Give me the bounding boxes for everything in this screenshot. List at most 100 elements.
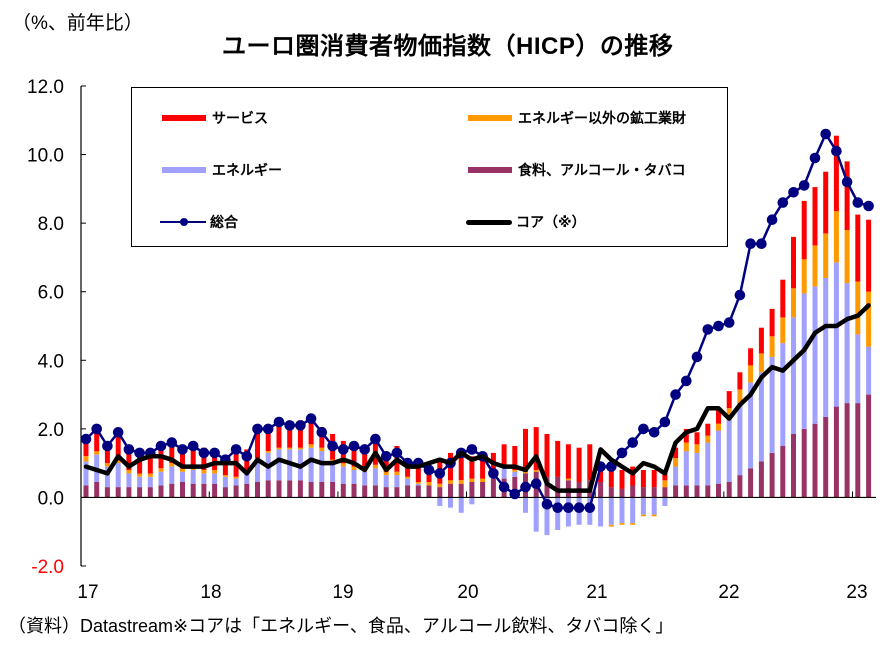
bar-services <box>501 444 507 467</box>
bar-neig <box>405 476 411 479</box>
bar-food <box>716 483 721 498</box>
bar-services <box>180 446 185 469</box>
hicp-point <box>670 389 681 400</box>
hicp-point <box>359 444 371 455</box>
bar-food <box>866 394 872 498</box>
bar-food <box>844 403 850 498</box>
bar-services <box>126 452 132 470</box>
bar-services <box>608 470 614 488</box>
bar-services <box>640 470 646 488</box>
bar-neig <box>823 233 829 278</box>
hicp-point <box>488 468 499 479</box>
bar-energy <box>137 476 143 488</box>
bar-neig <box>640 514 646 517</box>
bar-neig <box>83 456 89 462</box>
bar-neig <box>844 230 850 284</box>
hicp-point <box>102 440 113 452</box>
bar-food <box>287 480 293 498</box>
bar-services <box>769 308 775 337</box>
bar-food <box>651 487 657 498</box>
bar-neig <box>297 447 303 450</box>
bar-food <box>276 480 282 498</box>
bar-neig <box>533 470 539 472</box>
bar-food <box>201 483 207 498</box>
bar-energy <box>523 497 528 513</box>
hicp-point <box>530 478 542 490</box>
bar-energy <box>469 497 475 505</box>
hicp-point <box>155 440 167 452</box>
legend-item-energy: エネルギー <box>162 160 282 180</box>
hicp-point <box>788 187 799 198</box>
bar-services <box>726 391 732 409</box>
bar-neig <box>769 336 775 357</box>
bar-food <box>458 483 464 498</box>
bar-food <box>244 483 250 498</box>
bar-energy <box>276 449 282 481</box>
y-tick-label: -2.0 <box>31 557 64 578</box>
bar-services <box>737 372 743 390</box>
bar-neig <box>480 478 486 482</box>
legend-label-services: サービス <box>212 110 268 126</box>
bar-services <box>812 187 818 246</box>
bar-food <box>126 487 132 498</box>
bar-energy <box>158 471 164 486</box>
hicp-point <box>273 416 285 428</box>
hicp-point <box>305 413 317 424</box>
bar-energy <box>662 497 668 506</box>
bar-energy <box>362 471 368 486</box>
bar-neig <box>126 470 132 474</box>
bar-food <box>748 468 754 498</box>
bar-services <box>265 427 271 452</box>
bar-food <box>437 487 443 498</box>
bar-services <box>297 420 303 448</box>
bar-energy <box>748 382 754 469</box>
bar-food <box>662 487 668 498</box>
bar-services <box>137 452 143 474</box>
bar-energy <box>801 293 807 429</box>
bar-services <box>651 470 657 488</box>
bar-energy <box>640 497 646 515</box>
bar-services <box>222 459 228 476</box>
bar-neig <box>512 470 518 472</box>
x-tick-label: 21 <box>586 582 607 603</box>
bar-neig <box>608 524 614 527</box>
bar-services <box>308 420 314 445</box>
hicp-point <box>80 433 92 445</box>
legend-item-core: コア（※） <box>466 212 586 232</box>
bar-energy <box>83 461 89 486</box>
bar-neig <box>866 291 872 347</box>
bar-food <box>383 487 389 498</box>
bar-energy <box>351 470 357 484</box>
bar-food <box>640 487 646 498</box>
bar-neig <box>340 463 346 467</box>
bar-services <box>255 428 260 458</box>
hicp-point <box>466 444 478 455</box>
x-tick-label: 20 <box>457 582 478 603</box>
bar-energy <box>608 497 614 525</box>
legend-swatch-food <box>468 167 512 173</box>
bar-food <box>255 482 260 498</box>
bar-neig <box>180 468 185 472</box>
bar-services <box>855 214 861 282</box>
bar-services <box>287 423 293 448</box>
y-tick-labels: 12.0 10.0 8.0 6.0 4.0 2.0 0.0 -2.0 <box>27 77 64 578</box>
bar-food <box>415 485 421 498</box>
bar-services <box>758 327 764 354</box>
bar-neig <box>726 408 732 421</box>
bar-neig <box>469 478 475 482</box>
bar-food <box>812 423 818 498</box>
bar-services <box>169 446 175 464</box>
bar-food <box>212 483 218 498</box>
bar-energy <box>780 343 786 446</box>
bar-food <box>801 428 807 498</box>
bar-energy <box>147 476 153 488</box>
y-tick-label: 8.0 <box>38 214 64 235</box>
hicp-point <box>809 152 821 164</box>
bar-services <box>694 432 700 445</box>
hicp-point <box>177 444 188 455</box>
bar-energy <box>255 461 260 482</box>
y-tick-label: 4.0 <box>38 351 64 372</box>
hicp-point <box>520 481 531 493</box>
bar-services <box>372 435 378 465</box>
hicp-point <box>284 420 296 431</box>
